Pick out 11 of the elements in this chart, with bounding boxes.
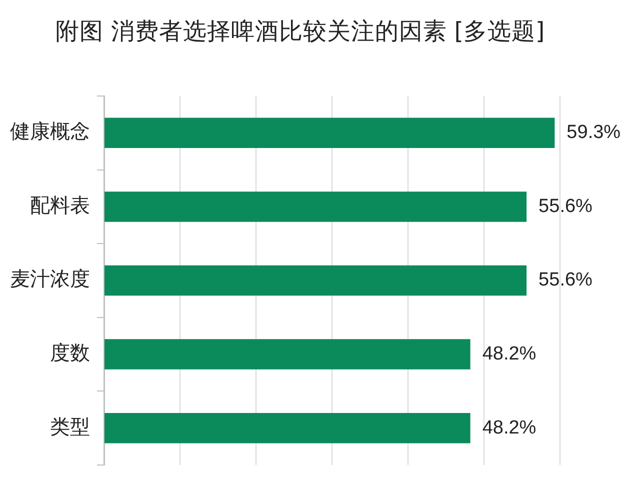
y-tick-label: 类型 <box>50 414 90 438</box>
data-label: 59.3% <box>566 122 621 144</box>
data-label: 55.6% <box>538 270 593 291</box>
y-tick-label: 健康概念 <box>10 119 90 144</box>
data-label: 55.6% <box>538 196 593 217</box>
data-label: 48.2% <box>482 417 536 438</box>
y-tick-label: 配料表 <box>30 192 90 217</box>
y-tick-label: 麦汁浓度 <box>10 266 90 291</box>
data-label: 48.2% <box>482 344 536 365</box>
chart-title: 附图 消费者选择啤酒比较关注的因素 [多选题] <box>54 17 546 45</box>
y-tick-label: 度数 <box>50 340 90 365</box>
